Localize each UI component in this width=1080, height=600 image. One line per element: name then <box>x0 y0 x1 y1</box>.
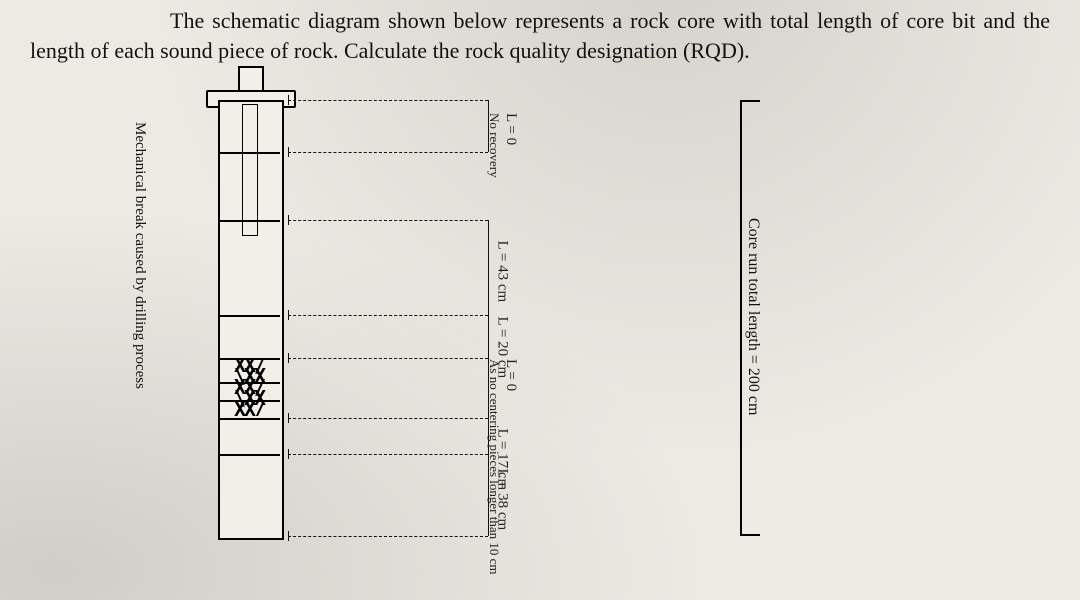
question-body: The schematic diagram shown below repres… <box>30 8 1050 63</box>
segment-sublabel: No recovery <box>487 113 502 178</box>
dim-spine <box>488 315 489 358</box>
dim-tick <box>288 353 289 363</box>
segment-label-43: L = 43 cm <box>494 241 511 341</box>
segment-label-text: L = 0 <box>503 113 519 145</box>
dim-tick <box>288 215 289 225</box>
fracture-line <box>218 315 280 317</box>
dim-line <box>288 358 488 359</box>
question-text: The schematic diagram shown below repres… <box>20 6 1060 65</box>
dim-line <box>288 100 488 101</box>
fracture-line <box>218 220 280 222</box>
core-inner-rod <box>242 104 258 236</box>
fracture-line <box>218 152 280 154</box>
dim-tick <box>288 147 289 157</box>
core-shaft <box>238 66 264 92</box>
dim-line <box>288 536 488 537</box>
rqd-diagram: XX/\XXXX/\XXXX/ L = 38 cm L = 17 cm L = … <box>170 100 930 540</box>
dim-tick <box>288 531 289 541</box>
mechanical-break-note: Mechanical break caused by drilling proc… <box>131 122 148 182</box>
dim-line <box>288 152 488 153</box>
mechanical-break-text: Mechanical break caused by drilling proc… <box>132 122 148 389</box>
core-run-total-label: Core run total length = 200 cm <box>744 218 762 415</box>
dim-tick <box>288 449 289 459</box>
rubble-zone: XX/\XXXX/\XXXX/ <box>220 360 278 416</box>
dim-tick <box>288 413 289 423</box>
dim-tick <box>288 95 289 105</box>
dim-line <box>288 418 488 419</box>
dim-tick <box>288 310 289 320</box>
fracture-line <box>218 454 280 456</box>
dim-line <box>288 315 488 316</box>
segment-label-0b: L = 0 No recovery <box>485 113 519 213</box>
fracture-line <box>218 418 280 420</box>
dim-spine <box>488 220 489 315</box>
page: { "question": { "text_part1": "The schem… <box>0 0 1080 600</box>
dim-line <box>288 454 488 455</box>
dim-line <box>288 220 488 221</box>
